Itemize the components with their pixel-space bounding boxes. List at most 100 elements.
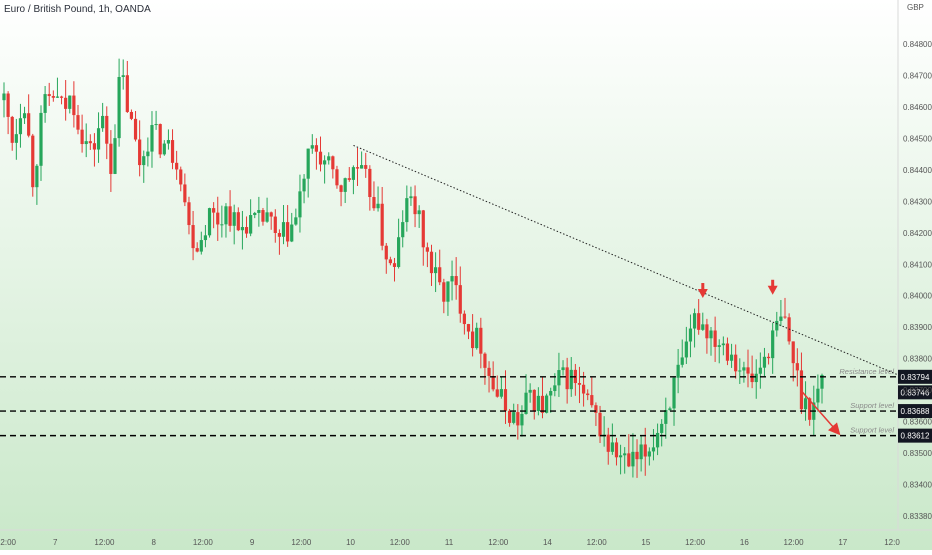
down-arrow-stem xyxy=(701,283,705,291)
candle-body xyxy=(360,165,364,169)
candle-body xyxy=(220,224,224,226)
candle-body xyxy=(191,225,195,249)
time-axis[interactable]: 12:00 7 12:00 8 12:00 9 12:00 10 12:00 11 12:00 14 1… xyxy=(0,538,900,547)
price-axis[interactable]: 0.84800 0.84700 0.84600 0.84500 0.84400 0.843… xyxy=(903,3,932,521)
candle-body xyxy=(705,324,709,339)
time-tick-label: 12:00 xyxy=(784,538,805,547)
time-tick-label: 12:00 xyxy=(0,538,17,547)
candle-body xyxy=(257,210,261,213)
candle-body xyxy=(43,94,47,113)
time-tick-label: 12:0 xyxy=(884,538,900,547)
candle-body xyxy=(586,393,590,396)
candle-body xyxy=(738,370,742,372)
time-tick-label: 11 xyxy=(445,538,454,547)
candle-body xyxy=(216,212,220,225)
candle-body xyxy=(565,367,569,390)
time-tick-label: 14 xyxy=(543,538,552,547)
candle-body xyxy=(310,145,314,149)
level-label: Resistance level xyxy=(839,367,894,376)
candle-body xyxy=(721,343,725,346)
candle-body xyxy=(499,389,503,397)
down-arrow-stem xyxy=(771,279,775,287)
candle-body xyxy=(471,331,475,349)
candle-body xyxy=(162,143,166,155)
candle-body xyxy=(495,389,499,397)
candle-body xyxy=(462,313,466,325)
price-tick-label: 0.83700 xyxy=(903,386,932,395)
candle-body xyxy=(590,395,594,406)
price-tick-label: 0.84800 xyxy=(903,40,932,49)
time-tick-label: 7 xyxy=(53,538,58,547)
candle-body xyxy=(697,313,701,330)
candle-body xyxy=(261,210,265,222)
candle-body xyxy=(265,212,269,222)
candle-body xyxy=(557,370,561,386)
candle-body xyxy=(364,165,368,169)
candle-body xyxy=(660,423,664,433)
candle-body xyxy=(540,395,545,413)
candle-body xyxy=(335,169,339,186)
candle-body xyxy=(232,212,236,226)
candle-body xyxy=(273,216,277,233)
candle-body xyxy=(672,377,676,409)
candle-body xyxy=(692,313,697,329)
price-tick-label: 0.84000 xyxy=(903,292,932,301)
candle-body xyxy=(668,408,672,411)
candle-body xyxy=(392,263,397,267)
candle-body xyxy=(117,76,121,139)
candle-body xyxy=(277,232,282,237)
candle-body xyxy=(376,203,380,209)
candle-body xyxy=(187,202,191,226)
candle-body xyxy=(80,129,84,145)
candle-body xyxy=(429,251,434,274)
candle-body xyxy=(212,208,216,213)
candle-body xyxy=(203,235,208,241)
candle-body xyxy=(791,341,795,364)
candle-body xyxy=(6,93,10,117)
candle-body xyxy=(713,330,717,347)
candle-body xyxy=(294,217,298,225)
candle-body xyxy=(536,395,540,412)
time-tick-label: 12:00 xyxy=(685,538,706,547)
candle-body xyxy=(96,128,101,150)
candle-body xyxy=(27,113,31,136)
price-tag xyxy=(898,404,932,419)
price-tick-label: 0.84600 xyxy=(903,103,932,112)
time-tick-label: 16 xyxy=(740,538,749,547)
candle-body xyxy=(323,160,327,165)
candle-body xyxy=(701,324,705,330)
candle-body xyxy=(380,203,384,246)
candle-body xyxy=(105,115,109,144)
candle-body xyxy=(614,442,619,458)
candle-body xyxy=(55,96,60,98)
candle-body xyxy=(775,320,779,331)
price-tick-label: 0.84400 xyxy=(903,166,932,175)
price-tag-label: 0.83612 xyxy=(901,432,930,441)
level-label: Support level xyxy=(850,401,894,410)
candle-body xyxy=(331,156,335,170)
candle-body xyxy=(581,384,586,394)
price-tick-label: 0.84500 xyxy=(903,134,932,143)
time-tick-label: 8 xyxy=(151,538,156,547)
candle-body xyxy=(84,141,88,145)
candle-body xyxy=(228,206,232,226)
candle-body xyxy=(244,227,249,234)
price-tick-label: 0.83400 xyxy=(903,481,932,490)
candle-body xyxy=(138,139,142,166)
candle-body xyxy=(351,167,355,180)
candle-body xyxy=(355,167,360,169)
candle-body xyxy=(577,383,582,385)
candle-body xyxy=(31,135,35,188)
candle-body xyxy=(458,285,462,314)
candle-body xyxy=(507,410,512,423)
candle-body xyxy=(820,374,824,389)
time-tick-label: 15 xyxy=(641,538,650,547)
candle-body xyxy=(503,389,508,411)
candle-body xyxy=(524,392,528,414)
candle-body xyxy=(129,111,134,119)
candle-body xyxy=(253,212,257,216)
candle-body xyxy=(528,389,532,393)
candle-body xyxy=(195,248,199,252)
candle-body xyxy=(491,375,495,390)
